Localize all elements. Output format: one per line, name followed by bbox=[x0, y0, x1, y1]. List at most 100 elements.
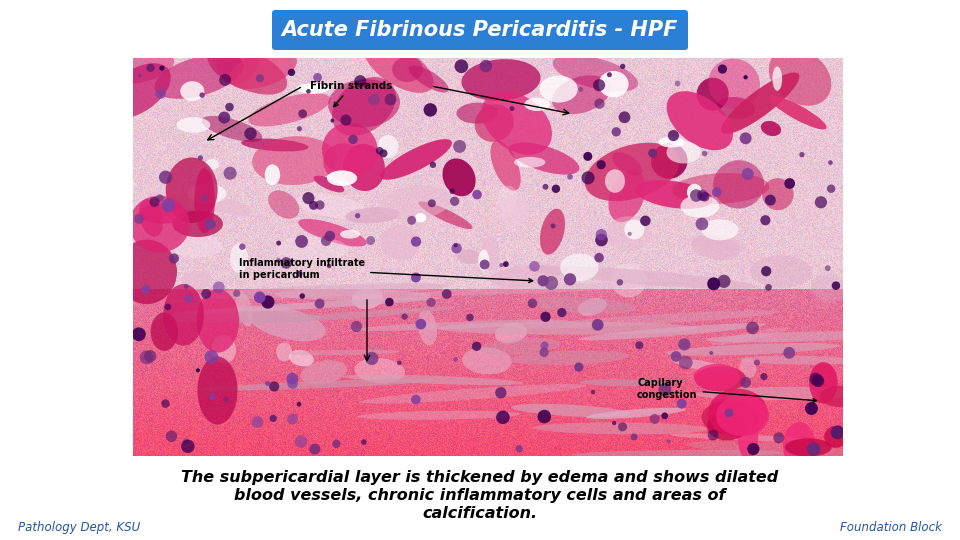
Ellipse shape bbox=[509, 350, 630, 365]
Circle shape bbox=[620, 64, 625, 69]
Circle shape bbox=[254, 292, 266, 303]
Ellipse shape bbox=[751, 255, 812, 288]
Circle shape bbox=[252, 416, 263, 428]
Ellipse shape bbox=[612, 152, 642, 176]
Ellipse shape bbox=[462, 347, 512, 374]
Circle shape bbox=[765, 194, 776, 206]
Circle shape bbox=[544, 276, 558, 290]
Circle shape bbox=[540, 342, 548, 349]
Ellipse shape bbox=[328, 79, 400, 127]
Circle shape bbox=[286, 373, 299, 384]
Circle shape bbox=[677, 399, 686, 409]
Circle shape bbox=[495, 387, 507, 399]
Circle shape bbox=[407, 216, 416, 225]
Ellipse shape bbox=[405, 282, 684, 296]
Circle shape bbox=[594, 98, 605, 109]
Ellipse shape bbox=[152, 311, 323, 323]
Circle shape bbox=[761, 266, 771, 276]
Ellipse shape bbox=[606, 217, 651, 251]
Ellipse shape bbox=[713, 160, 764, 208]
Circle shape bbox=[265, 381, 270, 386]
Ellipse shape bbox=[289, 350, 314, 366]
Ellipse shape bbox=[340, 230, 360, 239]
Ellipse shape bbox=[268, 190, 300, 219]
Ellipse shape bbox=[230, 244, 248, 273]
Ellipse shape bbox=[180, 297, 442, 314]
Circle shape bbox=[181, 440, 195, 453]
Circle shape bbox=[218, 112, 230, 124]
Circle shape bbox=[538, 410, 551, 423]
Ellipse shape bbox=[415, 213, 426, 222]
Ellipse shape bbox=[443, 158, 475, 196]
Ellipse shape bbox=[343, 375, 524, 385]
Ellipse shape bbox=[540, 76, 578, 103]
Ellipse shape bbox=[166, 194, 207, 222]
Ellipse shape bbox=[166, 158, 218, 223]
Circle shape bbox=[827, 185, 835, 193]
Ellipse shape bbox=[418, 310, 437, 345]
Ellipse shape bbox=[228, 50, 297, 89]
Ellipse shape bbox=[495, 323, 527, 343]
Ellipse shape bbox=[783, 422, 815, 470]
Ellipse shape bbox=[702, 219, 738, 240]
Ellipse shape bbox=[609, 170, 645, 222]
Ellipse shape bbox=[276, 237, 348, 261]
Circle shape bbox=[708, 278, 720, 291]
Circle shape bbox=[365, 352, 378, 365]
Circle shape bbox=[350, 321, 362, 332]
Ellipse shape bbox=[212, 335, 236, 363]
Ellipse shape bbox=[202, 116, 262, 142]
Ellipse shape bbox=[180, 81, 204, 101]
Ellipse shape bbox=[477, 338, 561, 355]
Circle shape bbox=[679, 338, 690, 350]
Ellipse shape bbox=[351, 288, 383, 309]
Text: calcification.: calcification. bbox=[422, 506, 538, 521]
FancyBboxPatch shape bbox=[272, 10, 688, 50]
Ellipse shape bbox=[691, 235, 740, 260]
Ellipse shape bbox=[456, 103, 498, 124]
Ellipse shape bbox=[499, 195, 529, 227]
Ellipse shape bbox=[419, 201, 472, 229]
Circle shape bbox=[668, 130, 679, 141]
Circle shape bbox=[538, 275, 549, 286]
Circle shape bbox=[592, 319, 604, 330]
Ellipse shape bbox=[462, 59, 540, 101]
Ellipse shape bbox=[785, 438, 831, 456]
Ellipse shape bbox=[322, 123, 377, 178]
Ellipse shape bbox=[666, 141, 701, 164]
Circle shape bbox=[156, 89, 166, 99]
Ellipse shape bbox=[236, 292, 253, 326]
Circle shape bbox=[697, 190, 708, 201]
Circle shape bbox=[379, 150, 388, 157]
Ellipse shape bbox=[456, 249, 483, 264]
Ellipse shape bbox=[716, 97, 756, 119]
Circle shape bbox=[428, 199, 436, 207]
Ellipse shape bbox=[708, 58, 760, 109]
Circle shape bbox=[760, 373, 768, 380]
Circle shape bbox=[812, 375, 825, 387]
Circle shape bbox=[743, 75, 748, 79]
Circle shape bbox=[679, 356, 692, 369]
Circle shape bbox=[661, 413, 668, 420]
Circle shape bbox=[472, 190, 482, 199]
Text: Foundation Block: Foundation Block bbox=[840, 521, 942, 534]
Ellipse shape bbox=[287, 350, 399, 355]
Circle shape bbox=[326, 264, 331, 268]
Ellipse shape bbox=[706, 331, 890, 342]
Circle shape bbox=[442, 289, 451, 299]
Ellipse shape bbox=[651, 143, 687, 179]
Ellipse shape bbox=[173, 235, 223, 258]
Circle shape bbox=[161, 400, 170, 408]
Ellipse shape bbox=[820, 386, 861, 407]
Ellipse shape bbox=[687, 235, 747, 252]
Ellipse shape bbox=[669, 434, 816, 442]
Ellipse shape bbox=[205, 159, 219, 170]
Circle shape bbox=[659, 383, 671, 396]
Circle shape bbox=[348, 135, 358, 144]
Circle shape bbox=[183, 438, 188, 444]
Circle shape bbox=[321, 235, 331, 246]
Ellipse shape bbox=[708, 389, 768, 436]
Circle shape bbox=[806, 442, 821, 456]
Circle shape bbox=[366, 236, 375, 245]
Ellipse shape bbox=[103, 63, 171, 119]
